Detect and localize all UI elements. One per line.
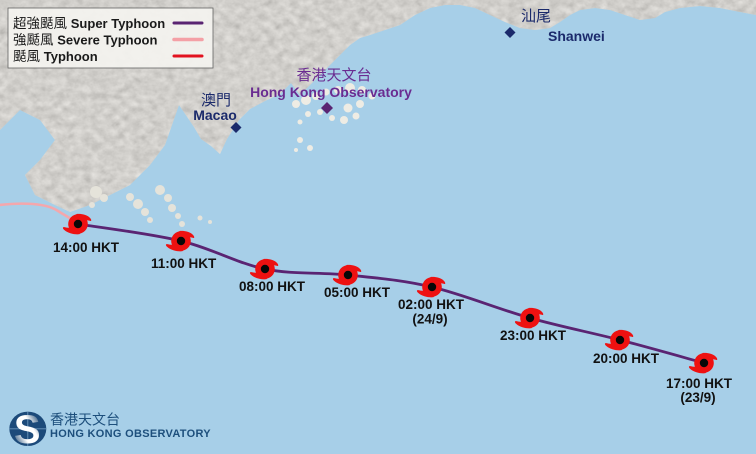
svg-text:汕尾: 汕尾	[521, 8, 551, 25]
svg-text:香港天文台: 香港天文台	[296, 67, 371, 84]
svg-text:香港天文台: 香港天文台	[50, 412, 120, 428]
svg-text:08:00 HKT: 08:00 HKT	[239, 279, 306, 294]
svg-text:HONG KONG OBSERVATORY: HONG KONG OBSERVATORY	[50, 428, 211, 440]
svg-text:20:00 HKT: 20:00 HKT	[593, 351, 660, 366]
svg-text:11:00 HKT: 11:00 HKT	[151, 256, 217, 271]
svg-text:02:00 HKT: 02:00 HKT	[398, 297, 465, 312]
svg-text:S: S	[14, 408, 41, 452]
svg-text:Shanwei: Shanwei	[548, 28, 605, 44]
svg-text:14:00 HKT: 14:00 HKT	[53, 240, 120, 255]
svg-text:(24/9): (24/9)	[412, 312, 447, 327]
svg-text:超強颳風 Super Typhoon: 超強颳風 Super Typhoon	[13, 16, 165, 31]
svg-text:Macao: Macao	[193, 107, 237, 123]
svg-text:Hong Kong Observatory: Hong Kong Observatory	[250, 84, 412, 100]
svg-text:強颳風 Severe Typhoon: 強颳風 Severe Typhoon	[13, 33, 157, 48]
svg-text:(23/9): (23/9)	[680, 390, 715, 405]
svg-text:23:00 HKT: 23:00 HKT	[500, 328, 567, 343]
svg-text:05:00 HKT: 05:00 HKT	[324, 285, 391, 300]
svg-text:17:00 HKT: 17:00 HKT	[666, 376, 733, 391]
svg-text:颳風 Typhoon: 颳風 Typhoon	[13, 49, 98, 64]
